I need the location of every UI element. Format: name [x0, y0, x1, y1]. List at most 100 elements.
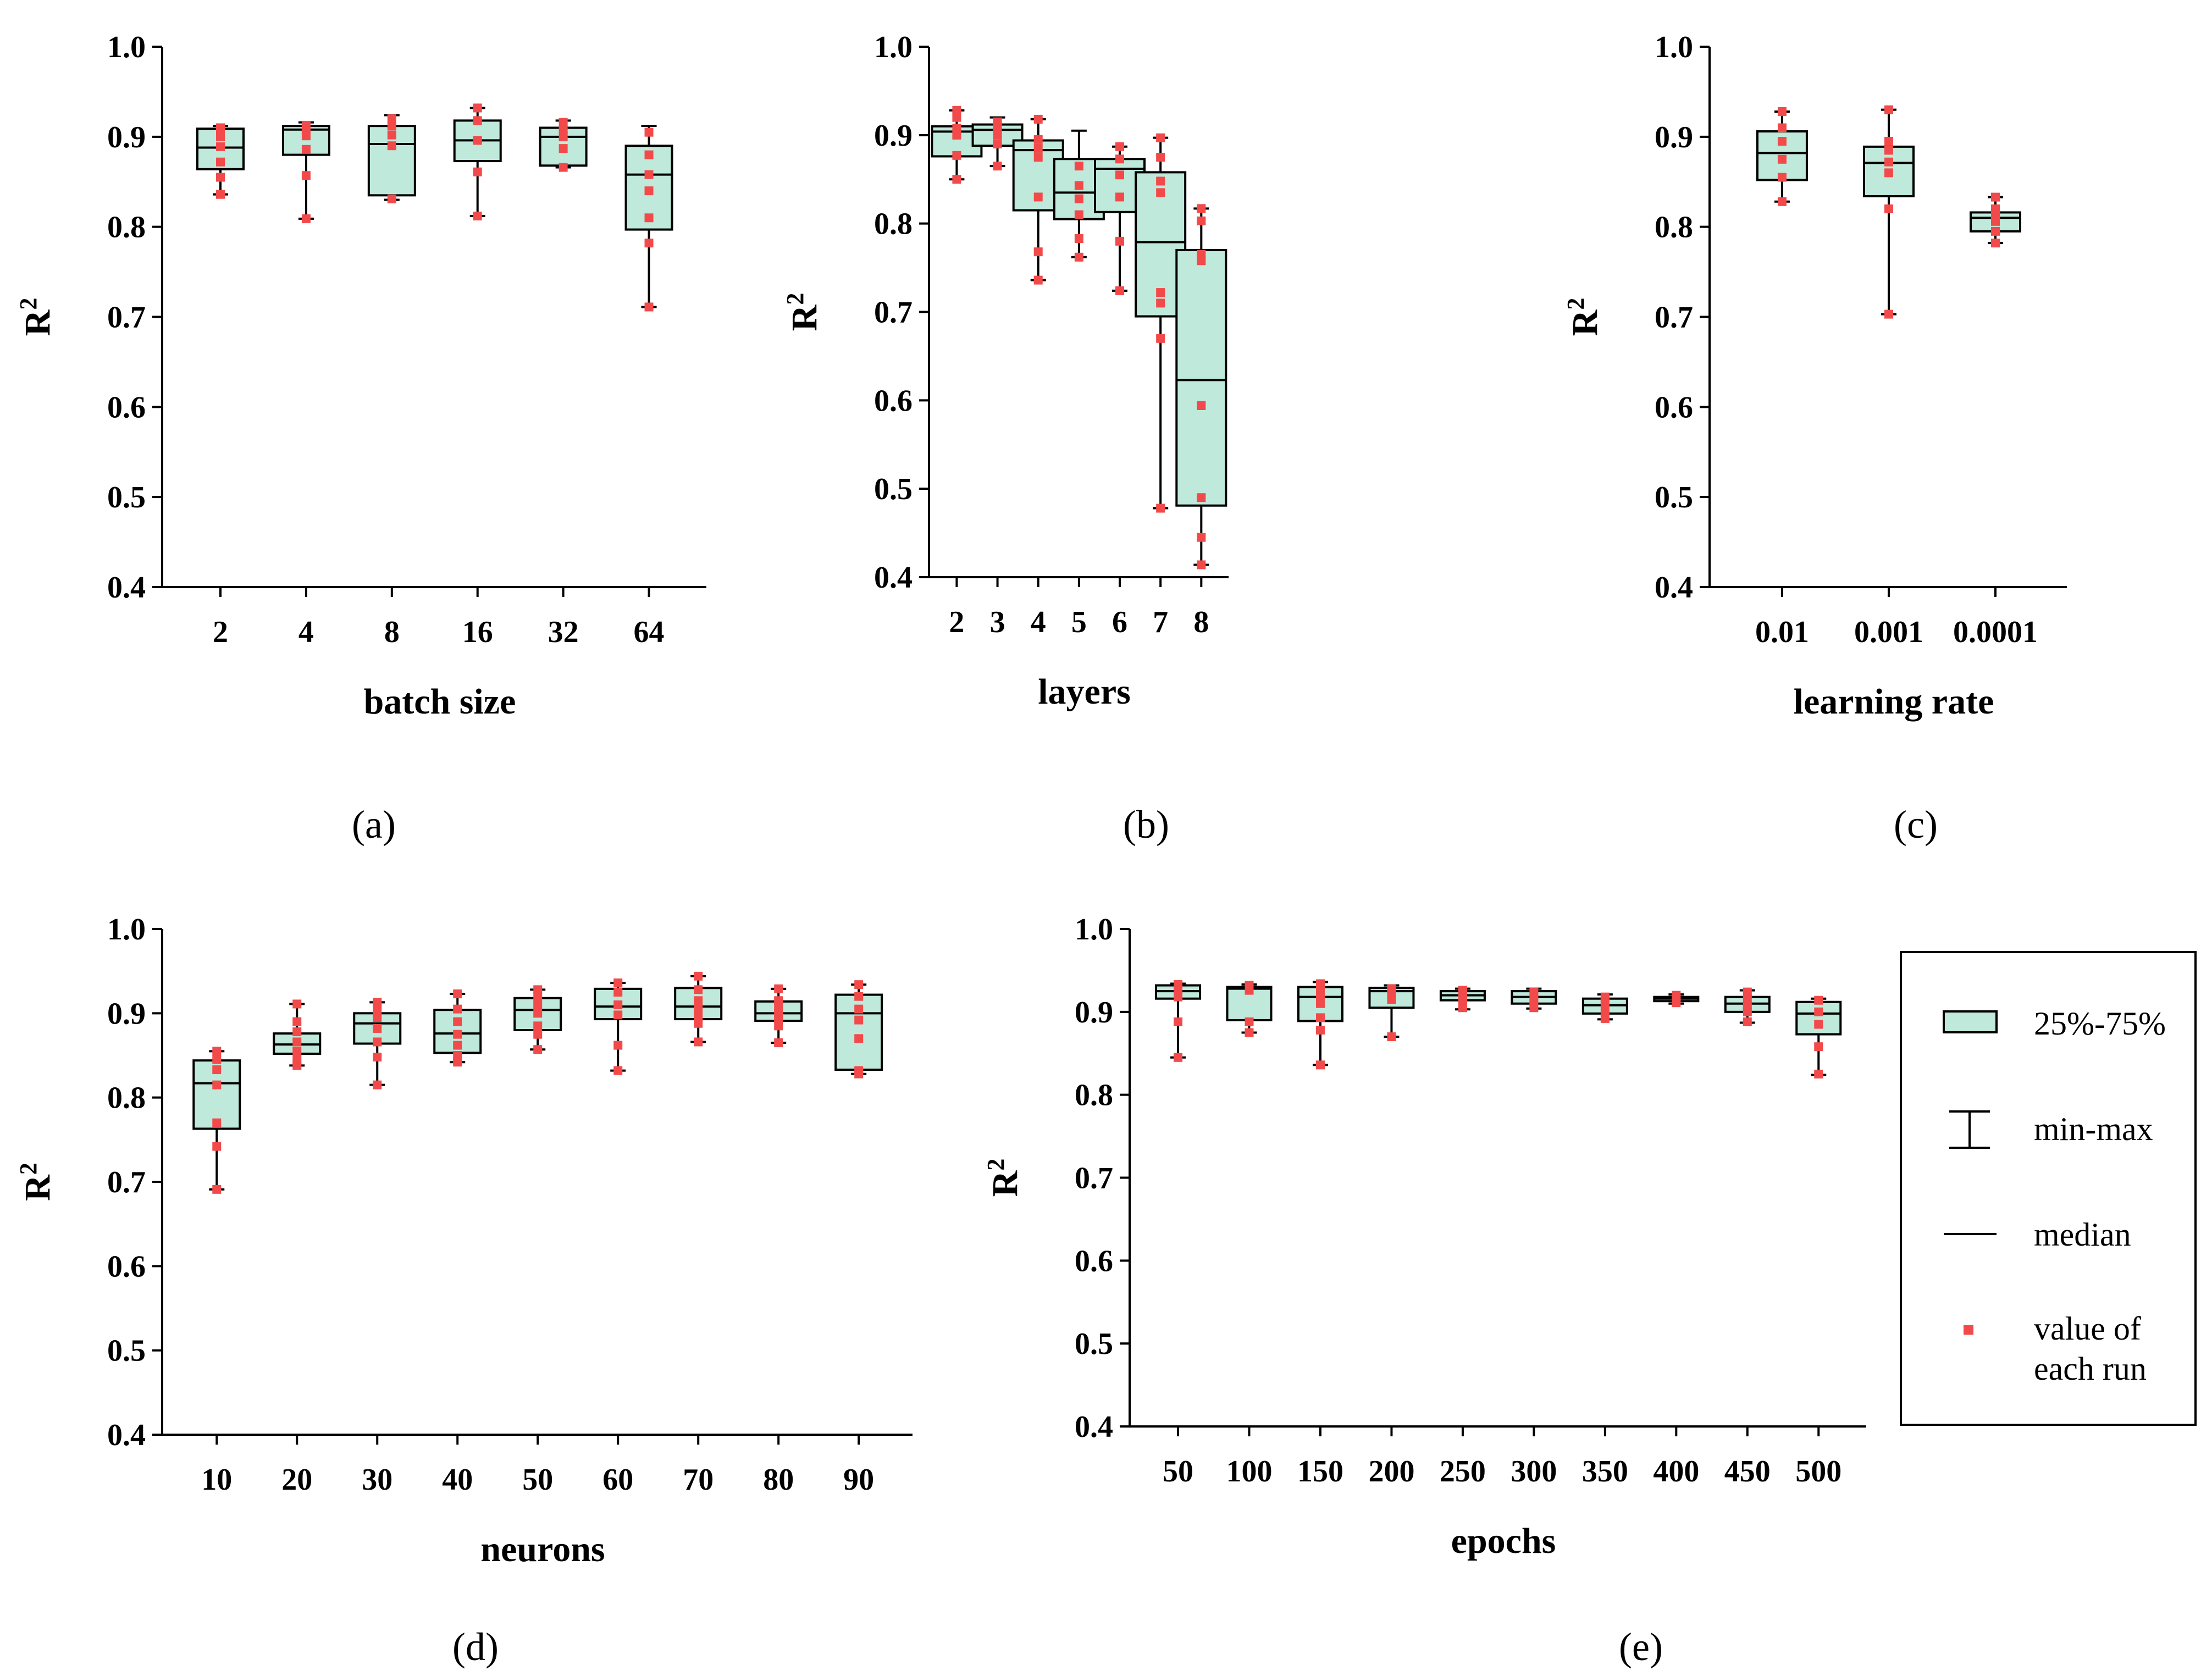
legend-point-label-line1: value of — [2034, 1310, 2141, 1347]
run-point — [1600, 1007, 1610, 1016]
run-point — [1115, 236, 1125, 246]
y-tick-label: 0.7 — [1655, 301, 1693, 335]
y-tick-label: 1.0 — [107, 912, 146, 947]
run-point — [533, 985, 543, 994]
run-point — [1033, 143, 1043, 153]
run-point — [1156, 176, 1165, 186]
x-tick-label: 0.0001 — [1953, 615, 2038, 649]
panel-label: (b) — [1123, 803, 1169, 847]
x-tick-label: 8 — [1193, 605, 1209, 639]
y-tick-label: 0.8 — [107, 1081, 146, 1115]
y-tick-label: 0.8 — [1655, 211, 1693, 245]
run-point — [952, 106, 961, 115]
run-point — [301, 121, 311, 131]
y-tick-label: 0.6 — [107, 390, 146, 424]
run-point — [1600, 999, 1610, 1008]
run-point — [1884, 204, 1893, 213]
run-point — [644, 213, 654, 223]
y-tick-label: 0.8 — [1075, 1078, 1113, 1113]
run-point — [558, 163, 568, 172]
run-point — [1991, 204, 2000, 213]
run-point — [1315, 1060, 1325, 1070]
run-point — [1743, 1017, 1752, 1026]
run-point — [1174, 1017, 1183, 1026]
y-tick-label: 0.8 — [107, 211, 146, 245]
y-axis-title-superscript: 2 — [782, 293, 809, 305]
run-point — [1245, 1017, 1254, 1026]
box-20 — [273, 999, 322, 1070]
box-2 — [196, 123, 245, 199]
x-tick-label: 60 — [602, 1463, 633, 1497]
box-32 — [539, 118, 588, 172]
run-point — [694, 971, 703, 981]
run-point — [854, 980, 864, 989]
x-axis-title: epochs — [1451, 1521, 1556, 1561]
run-point — [533, 1021, 543, 1031]
run-point — [1777, 107, 1787, 116]
run-point — [952, 151, 961, 160]
legend-point-symbol — [1964, 1325, 1973, 1335]
run-point — [1074, 234, 1083, 244]
run-point — [292, 1055, 302, 1064]
x-tick-label: 6 — [1112, 605, 1127, 639]
x-tick-label: 90 — [843, 1463, 874, 1497]
x-tick-label: 150 — [1297, 1454, 1343, 1489]
run-point — [216, 142, 225, 151]
x-tick-label: 250 — [1440, 1454, 1486, 1489]
run-point — [212, 1185, 222, 1194]
y-tick-label: 1.0 — [1655, 30, 1693, 64]
run-point — [952, 175, 961, 184]
run-point — [1814, 1042, 1823, 1052]
run-point — [613, 1041, 623, 1050]
run-point — [533, 1000, 543, 1009]
x-tick-label: 80 — [763, 1463, 794, 1497]
y-tick-label: 0.8 — [874, 207, 913, 241]
run-point — [212, 1065, 222, 1075]
box-0.001 — [1862, 105, 1915, 319]
run-point — [1814, 1069, 1823, 1078]
run-point — [216, 190, 225, 199]
y-tick-label: 0.4 — [107, 571, 146, 605]
run-point — [1814, 1020, 1823, 1029]
y-tick-label: 0.6 — [107, 1249, 146, 1284]
run-point — [1814, 1007, 1823, 1016]
run-point — [1458, 986, 1467, 995]
x-tick-label: 450 — [1724, 1454, 1771, 1489]
run-point — [1074, 194, 1083, 203]
run-point — [1074, 181, 1083, 190]
run-point — [1672, 991, 1681, 1000]
box-0.0001 — [1970, 192, 2021, 248]
run-point — [292, 1027, 302, 1037]
x-tick-label: 50 — [1163, 1454, 1193, 1489]
y-tick-label: 0.7 — [1075, 1161, 1113, 1196]
y-tick-label: 0.7 — [107, 301, 146, 335]
run-point — [216, 173, 225, 182]
run-point — [473, 116, 482, 125]
box-300 — [1511, 987, 1557, 1013]
box-90 — [834, 980, 883, 1078]
run-point — [453, 1030, 462, 1039]
y-tick-label: 0.6 — [1655, 390, 1693, 424]
legend-range-label: min-max — [2034, 1111, 2153, 1147]
y-axis-title-superscript: 2 — [15, 298, 42, 310]
x-tick-label: 5 — [1071, 605, 1087, 639]
y-axis-title: R2 — [1562, 298, 1606, 336]
x-tick-label: 64 — [634, 615, 665, 649]
run-point — [373, 1004, 382, 1014]
run-point — [212, 1047, 222, 1056]
run-point — [453, 1017, 462, 1026]
run-point — [1156, 298, 1165, 308]
x-tick-label: 4 — [298, 615, 314, 649]
run-point — [1245, 1028, 1254, 1037]
x-tick-label: 50 — [522, 1463, 553, 1497]
run-point — [533, 1045, 543, 1054]
run-point — [387, 194, 396, 203]
run-point — [453, 1004, 462, 1014]
x-axis-title: layers — [1038, 672, 1131, 712]
run-point — [1315, 999, 1325, 1008]
y-tick-label: 0.9 — [1075, 995, 1113, 1030]
run-point — [993, 130, 1002, 140]
run-point — [1600, 992, 1610, 1002]
